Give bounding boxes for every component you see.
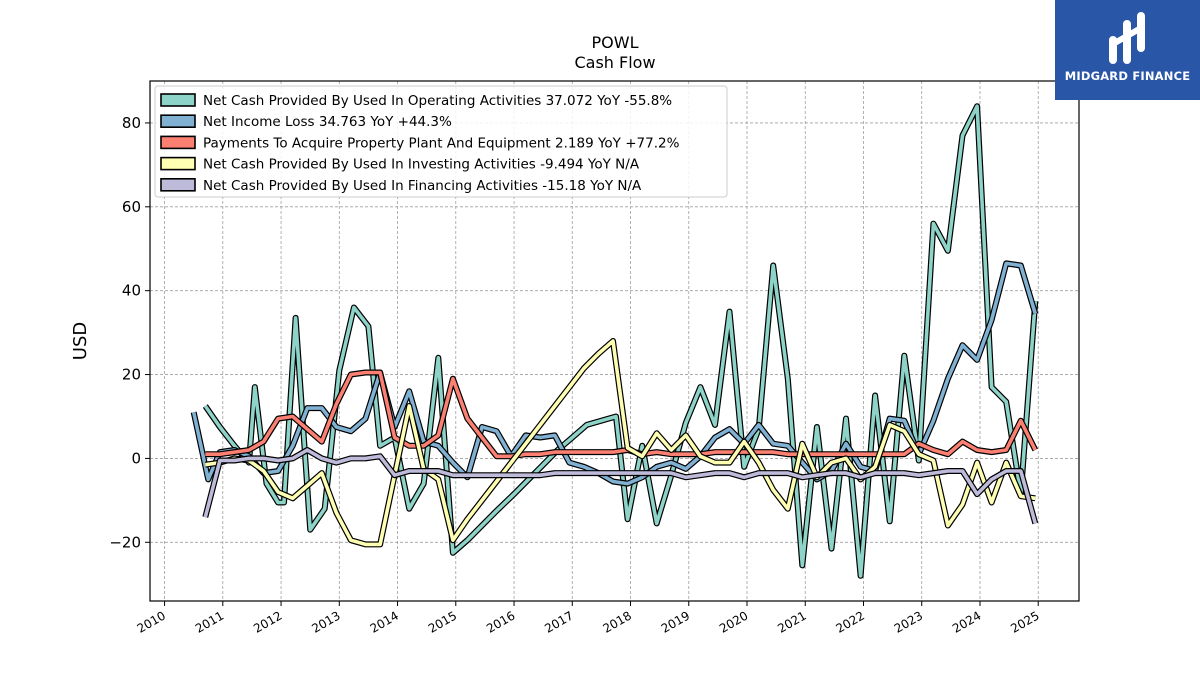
series-line-1 <box>203 104 1038 578</box>
legend-label: Net Cash Provided By Used In Investing A… <box>203 157 640 173</box>
x-tick-label: 2023 <box>892 608 925 635</box>
series-line-5 <box>203 448 1038 524</box>
y-tick-label: 20 <box>122 366 141 384</box>
midgard-logo-icon <box>1109 12 1145 64</box>
x-tick-label: 2025 <box>1008 608 1041 635</box>
y-axis-label: USD <box>70 322 91 360</box>
legend-label: Net Cash Provided By Used In Financing A… <box>203 178 642 194</box>
y-tick-label: 80 <box>122 114 141 132</box>
x-tick-label: 2018 <box>601 608 634 635</box>
chart-subtitle: Cash Flow <box>574 53 655 72</box>
x-tick-label: 2015 <box>426 608 459 635</box>
legend-label: Net Income Loss 34.763 YoY +44.3% <box>203 114 452 130</box>
x-tick-label: 2014 <box>368 608 401 635</box>
logo-text: MIDGARD FINANCE <box>1064 69 1191 83</box>
series-line-3 <box>205 370 1037 459</box>
x-tick-label: 2021 <box>775 608 808 635</box>
midgard-finance-logo: MIDGARD FINANCE <box>1055 0 1200 100</box>
legend-label: Payments To Acquire Property Plant And E… <box>203 135 680 151</box>
y-tick-label: 60 <box>122 198 141 216</box>
legend-label: Net Cash Provided By Used In Operating A… <box>203 93 672 109</box>
y-tick-label: −20 <box>109 533 141 551</box>
x-tick-label: 2016 <box>484 608 517 635</box>
legend-swatch <box>160 93 196 107</box>
x-tick-label: 2010 <box>135 608 168 635</box>
legend-swatch <box>160 156 196 171</box>
series-layer <box>190 103 1039 579</box>
legend-swatch <box>160 135 196 150</box>
x-tick-label: 2013 <box>309 608 342 635</box>
series-line-4 <box>205 339 1036 547</box>
x-tick-label: 2019 <box>659 608 692 635</box>
x-tick-label: 2020 <box>717 608 750 635</box>
x-tick-label: 2024 <box>950 608 983 635</box>
x-tick-label: 2011 <box>193 608 226 635</box>
legend: Net Cash Provided By Used In Operating A… <box>154 85 728 198</box>
legend-swatch <box>160 178 196 192</box>
x-tick-label: 2017 <box>542 608 575 635</box>
y-tick-label: 40 <box>122 282 141 300</box>
x-tick-label: 2022 <box>834 608 867 635</box>
chart-title: POWL <box>592 33 639 52</box>
legend-swatch <box>160 114 196 128</box>
plot-frame <box>149 80 1080 602</box>
legend-box <box>154 85 728 198</box>
x-tick-label: 2012 <box>251 608 284 635</box>
y-tick-label: 0 <box>131 449 141 467</box>
